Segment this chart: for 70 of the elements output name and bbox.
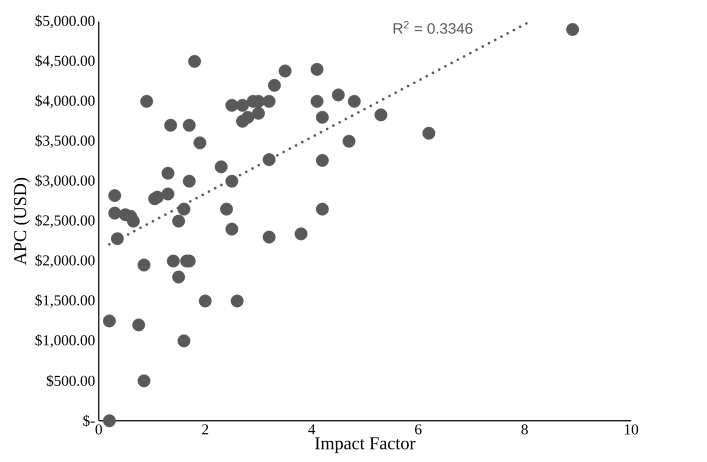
point <box>108 206 122 220</box>
point <box>178 202 190 216</box>
x-tick-label: 0 <box>96 424 102 434</box>
point <box>332 88 345 102</box>
y-tick-label: $3,500.00 <box>35 134 95 148</box>
point <box>178 334 190 348</box>
point <box>310 94 324 108</box>
point <box>422 126 436 140</box>
point <box>172 214 186 228</box>
point <box>164 118 178 132</box>
x-tick-label: 2 <box>202 424 208 434</box>
x-tick-label: 10 <box>624 424 638 434</box>
point <box>225 98 238 112</box>
point <box>188 54 202 68</box>
point <box>236 98 249 112</box>
y-axis-title: APC (USD) <box>14 178 30 265</box>
point <box>214 160 228 174</box>
point <box>166 254 180 268</box>
point <box>262 94 276 108</box>
point <box>110 232 124 245</box>
annotation: R$^{2}$ = 0.3346 <box>394 20 472 34</box>
y-tick-label: $- <box>83 414 95 427</box>
point <box>220 202 233 216</box>
y-tick-label: $2,000.00 <box>35 254 95 268</box>
point <box>182 118 196 132</box>
point <box>566 22 580 36</box>
point <box>316 154 329 167</box>
x-tick-label: 6 <box>415 424 422 434</box>
point <box>310 62 324 76</box>
point <box>252 106 265 120</box>
point <box>262 153 276 166</box>
point <box>193 136 206 150</box>
y-tick-label: $4,000.00 <box>35 94 95 108</box>
point <box>342 134 356 148</box>
point <box>294 227 308 240</box>
point <box>316 202 329 216</box>
y-tick-label: $4,500.00 <box>35 54 95 68</box>
y-tick-label: $3,000.00 <box>35 174 95 188</box>
point <box>108 189 122 202</box>
y-tick-label: $1,500.00 <box>35 294 95 308</box>
point <box>225 222 238 236</box>
point <box>162 166 174 180</box>
y-tick-label: $1,000.00 <box>35 334 95 348</box>
point <box>198 294 212 308</box>
point <box>132 318 146 332</box>
x-tick-label: 4 <box>308 424 316 434</box>
point <box>140 94 154 108</box>
point <box>374 108 388 122</box>
x-tick-label: 8 <box>521 424 528 434</box>
point <box>316 110 329 124</box>
point <box>348 94 361 108</box>
point <box>102 414 116 428</box>
point <box>241 110 254 124</box>
point <box>150 190 164 204</box>
y-tick-label: $2,500.00 <box>35 214 95 228</box>
point <box>162 187 174 200</box>
point <box>126 214 140 228</box>
point <box>268 78 281 92</box>
point <box>262 230 276 244</box>
point <box>278 64 292 78</box>
y-tick-label: $5,000.00 <box>35 14 95 28</box>
point <box>172 270 186 284</box>
y-tick-label: $500.00 <box>46 374 95 387</box>
point <box>182 174 196 188</box>
point <box>230 294 244 308</box>
point <box>138 374 150 388</box>
point <box>138 258 150 272</box>
point <box>225 174 238 188</box>
x-axis-title: Impact Factor <box>315 437 416 453</box>
point <box>102 314 116 328</box>
